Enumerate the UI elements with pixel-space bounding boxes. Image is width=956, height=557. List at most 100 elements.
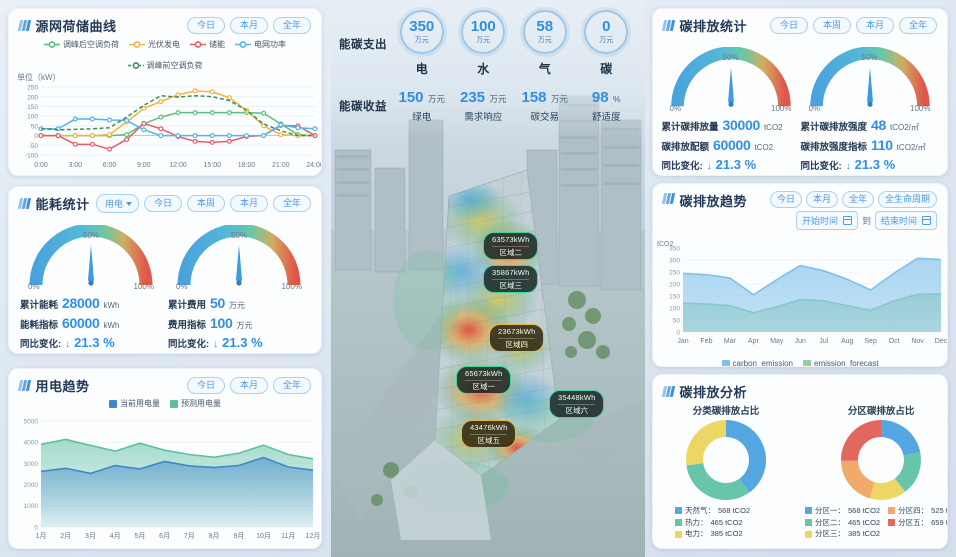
power-trend-chart[interactable]: 0 1000 2000 3000 4000 5000 1月 2月 3月 4月 5月 6月 7月 8月 9月 1… <box>9 409 322 549</box>
legend-swatch <box>803 359 811 366</box>
building-3d-stage[interactable]: 能碳支出 350 万元 电 100 万元 水 <box>331 0 645 557</box>
btn-energy-year[interactable]: 全年 <box>272 194 311 213</box>
pie-slice-1[interactable] <box>894 452 922 492</box>
energy-gauges: 50% 0% 100% 累计能耗 28000 kWh 能耗指标 60000 kW… <box>9 215 321 353</box>
pie-legend-item-1[interactable]: 热力： 465 tCO2 <box>675 517 799 529</box>
y-axis-label: tCO2 <box>657 241 673 248</box>
btn-carbon-trend-month[interactable]: 本月 <box>805 191 838 209</box>
x-tick: 6月 <box>159 532 170 540</box>
carbon-intensity-row: 累计碳排放强度 48 tCO2/㎡ <box>801 115 939 135</box>
pie-slice-0[interactable] <box>881 420 921 456</box>
start-date-picker[interactable]: 开始时间 <box>795 211 858 231</box>
zone-pie-block: 分区碳排放占比 分区一： 568 tCO2 分区二： 465 tCO2 分区三： 385 … <box>799 403 948 540</box>
pie-legend-item-0[interactable]: 天然气： 568 tCO2 <box>675 505 799 517</box>
power-trend-legend: 当前用电量 预测用电量 <box>9 397 321 409</box>
pie-slice-4[interactable] <box>841 420 882 461</box>
energy-consumption-total-unit: kWh <box>103 301 120 310</box>
x-tick: 9:00 <box>137 162 151 169</box>
expense-item-water[interactable]: 100 万元 水 <box>453 10 515 77</box>
pie-legend-item-3[interactable]: 分区四：525 tCO2 <box>888 505 947 517</box>
btn-energy-today[interactable]: 今日 <box>143 194 182 213</box>
power-trend-header: 用电趋势 今日 本月 全年 <box>9 369 321 397</box>
pie-slice-2[interactable] <box>686 420 726 466</box>
legend-label: 当前用电量 <box>120 399 160 408</box>
category-pie-block: 分类碳排放占比 天然气： 568 tCO2 热力： 465 tCO2 电力： 385 tC… <box>653 403 799 540</box>
btn-energy-month[interactable]: 本月 <box>229 194 268 213</box>
btn-carbon-week[interactable]: 本周 <box>812 16 851 35</box>
legend-item-4[interactable]: 调峰前空调负荷 <box>127 60 203 71</box>
income-item-carbon-trade[interactable]: 158 万元 碳交易 <box>514 89 576 123</box>
energy-consumption-target-unit: kWh <box>103 321 120 331</box>
btn-power-today[interactable]: 今日 <box>186 376 225 395</box>
pie-slice-0[interactable] <box>726 420 766 493</box>
carbon-intensity-target-unit: tCO2/㎡ <box>896 143 926 153</box>
btn-source-grid-month[interactable]: 本月 <box>229 16 268 35</box>
panel-energy-stats: 能耗统计 用电 今日 本周 本月 全年 <box>8 186 322 354</box>
legend-item-1[interactable]: 光伏发电 <box>129 39 180 50</box>
pie-legend-item-1[interactable]: 分区二： 465 tCO2 <box>805 517 880 529</box>
income-item-demand-response[interactable]: 235 万元 需求响应 <box>453 89 515 123</box>
legend-item-0[interactable]: 当前用电量 <box>109 398 160 409</box>
btn-source-grid-year[interactable]: 全年 <box>272 16 311 35</box>
carbon-trend-chart[interactable]: tCO2 0 50 100 150 200 250 300 350 Jan Feb Mar Apr May… <box>653 234 948 354</box>
btn-power-year[interactable]: 全年 <box>272 376 311 395</box>
zone-pie-chart[interactable] <box>808 417 948 503</box>
pie-slice-3[interactable] <box>841 460 875 499</box>
zone-tag-5[interactable]: 35448kWh 区域六 <box>549 390 605 418</box>
pie-slice-2[interactable] <box>869 478 906 500</box>
pie-slice-1[interactable] <box>686 463 750 500</box>
legend-item-0[interactable]: 调峰后空调负荷 <box>44 39 119 50</box>
expense-item-carbon[interactable]: 0 万元 碳 <box>576 10 638 77</box>
carbon-total-change-row: 同比变化: ↓ 21.3 % <box>662 156 800 175</box>
btn-energy-week[interactable]: 本周 <box>186 194 225 213</box>
pie-legend-label: 分区一： <box>815 506 845 515</box>
btn-carbon-trend-year[interactable]: 全年 <box>841 191 874 209</box>
y-tick: 150 <box>27 104 38 111</box>
energy-type-select[interactable]: 用电 <box>95 194 139 213</box>
zone-tag-2[interactable]: 35867kWh 区域三 <box>483 265 539 293</box>
income-unit-carbon-trade: 万元 <box>550 94 568 104</box>
category-pie-chart[interactable] <box>653 417 799 503</box>
y-tick: 300 <box>669 258 680 265</box>
pie-legend-label: 分区四： <box>898 506 929 515</box>
pie-legend-item-2[interactable]: 分区三： 385 tCO2 <box>805 528 880 540</box>
btn-power-month[interactable]: 本月 <box>229 376 268 395</box>
legend-item-2[interactable]: 储能 <box>190 39 225 50</box>
expense-value-water: 100 <box>470 18 496 35</box>
zone-tag-4[interactable]: 65673kWh 区域一 <box>456 366 512 394</box>
gauge-max-label: 100% <box>133 282 154 291</box>
legend-swatch <box>170 399 178 408</box>
energy-cost-change-label: 同比变化: <box>168 338 210 350</box>
zone-tag-6[interactable]: 43476kWh 区域五 <box>461 420 517 448</box>
pie-legend-swatch <box>675 507 682 515</box>
pie-legend-value: 465 tCO2 <box>710 517 743 527</box>
legend-item-1[interactable]: 预测用电量 <box>170 398 221 409</box>
carbon-intensity-target-row: 碳排放强度指标 110 tCO2/㎡ <box>801 135 939 155</box>
zone-tag-3[interactable]: 23673kWh 区域四 <box>489 324 545 352</box>
gauge-mid-label: 50% <box>861 53 878 62</box>
btn-carbon-today[interactable]: 今日 <box>769 16 808 35</box>
series-area-0 <box>683 258 941 333</box>
end-date-picker[interactable]: 结束时间 <box>874 211 937 231</box>
expense-item-gas[interactable]: 58 万元 气 <box>514 10 576 77</box>
pie-legend-item-2[interactable]: 电力： 385 tCO2 <box>675 528 799 540</box>
income-item-comfort[interactable]: 98 % 舒适度 <box>576 89 638 123</box>
carbon-total-row: 累计碳排放量 30000 tCO2 <box>662 115 800 135</box>
legend-item-0[interactable]: carbon_emission <box>721 359 793 366</box>
btn-carbon-trend-lifecycle[interactable]: 全生命周期 <box>877 191 937 209</box>
energy-consumption-total-row: 累计能耗 28000 kWh <box>20 293 162 313</box>
x-tick: 2月 <box>60 532 71 540</box>
pie-legend-item-0[interactable]: 分区一： 568 tCO2 <box>805 505 880 517</box>
btn-source-grid-today[interactable]: 今日 <box>186 16 225 35</box>
source-grid-chart[interactable]: -100 -50 0 50 100 150 200 250 0:00 3:00 6:00 9:00 12… <box>9 83 322 173</box>
x-tick: 6:00 <box>103 162 117 169</box>
legend-item-3[interactable]: 电网功率 <box>235 39 286 50</box>
expense-item-electricity[interactable]: 350 万元 电 <box>391 10 453 77</box>
zone-tag-1[interactable]: 63573kWh 区域二 <box>483 232 539 260</box>
legend-item-1[interactable]: emission_forecast <box>803 359 878 366</box>
pie-legend-item-4[interactable]: 分区五：659 tCO2 <box>888 517 947 529</box>
btn-carbon-month[interactable]: 本月 <box>855 16 894 35</box>
btn-carbon-year[interactable]: 全年 <box>898 16 937 35</box>
btn-carbon-trend-today[interactable]: 今日 <box>769 191 802 209</box>
income-item-green-power[interactable]: 150 万元 绿电 <box>391 89 453 123</box>
